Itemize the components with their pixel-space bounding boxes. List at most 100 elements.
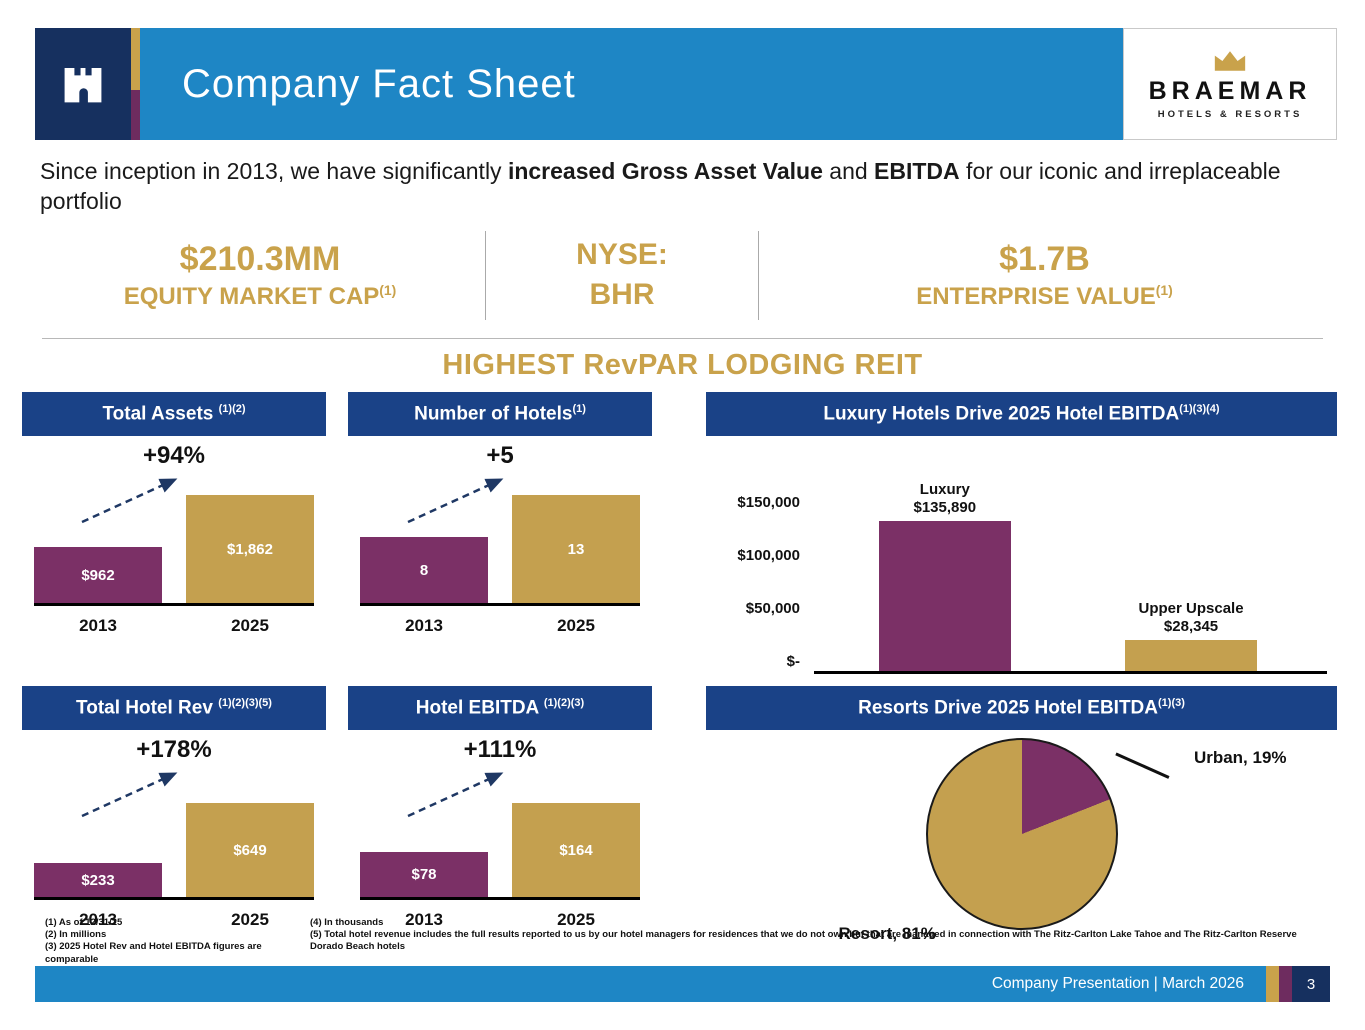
x-label-2013: 2013	[405, 616, 443, 636]
bar-2013: $78	[360, 852, 488, 898]
enterprise-value-label: ENTERPRISE VALUE(1)	[759, 281, 1330, 312]
footnote-2: (2) In millions	[45, 928, 107, 940]
luxury-plot-area: Luxury $135,890 Upper Upscale $28,345	[814, 442, 1327, 675]
x-label-2013: 2013	[79, 616, 117, 636]
intro-part1: Since inception in 2013, we have signifi…	[40, 158, 508, 184]
bars-row: $962 $1,862	[34, 495, 314, 607]
section-title: HIGHEST RevPAR LODGING REIT	[442, 348, 923, 381]
stat-divider	[485, 230, 486, 320]
title-text: Luxury Hotels Drive 2025 Hotel EBITDA	[823, 403, 1180, 425]
y-axis-ticks: $150,000 $100,000 $50,000 $-	[714, 494, 800, 670]
title-text: Total Hotel Rev	[76, 697, 219, 719]
bar-2013: $233	[34, 863, 162, 898]
stat-nyse-ticker: NYSE: BHR	[486, 227, 758, 324]
bar-luxury	[878, 521, 1011, 672]
header-title-area: Company Fact Sheet	[140, 28, 1123, 140]
equity-market-cap-value: $210.3MM	[179, 240, 341, 279]
number-of-hotels-plot: +5 8 13 2013 2025	[348, 436, 652, 638]
category-value: $28,345	[1163, 618, 1219, 636]
x-axis-labels: 2013 2025	[34, 616, 314, 636]
braemar-logo: BRAEMAR HOTELS & RESORTS	[1123, 28, 1337, 140]
bar-label-upper-upscale: Upper Upscale $28,345	[1139, 600, 1244, 638]
footnote-4: (4) In thousands	[310, 916, 384, 928]
equity-label-sup: (1)	[379, 281, 397, 298]
crown-icon	[1214, 51, 1246, 71]
chart-hotel-ebitda: Hotel EBITDA (1)(2)(3) +111% $78 $164 20…	[348, 686, 652, 932]
intro-part3: for our iconic and irreplaceable portfol…	[40, 158, 1281, 215]
bar-2013: 8	[360, 537, 488, 604]
footer-gold-stripe	[1266, 966, 1279, 1002]
charts-grid: Total Assets (1)(2) +94% $962 $1,862 201…	[22, 391, 1337, 961]
intro-text: Since inception in 2013, we have signifi…	[40, 156, 1327, 217]
chart-number-of-hotels-title: Number of Hotels(1)	[348, 391, 652, 437]
urban-slice-label: Urban, 19%	[1193, 748, 1287, 768]
y-tick: $50,000	[745, 600, 800, 618]
title-text: Number of Hotels	[414, 403, 573, 425]
stat-equity-market-cap: $210.3MM EQUITY MARKET CAP(1)	[35, 227, 485, 324]
x-axis-labels: 2013 2025	[360, 616, 640, 636]
bar-upper-upscale	[1125, 640, 1258, 672]
bar-group-luxury: Luxury $135,890	[876, 481, 1015, 672]
footnote-3: (3) 2025 Hotel Rev and Hotel EBITDA figu…	[45, 941, 262, 965]
chart-luxury-ebitda: Luxury Hotels Drive 2025 Hotel EBITDA(1)…	[706, 391, 1337, 675]
bar-2025: $649	[186, 803, 314, 898]
bar-value-label: $649	[233, 841, 267, 859]
title-sup: (1)	[572, 402, 586, 415]
footer-text: Company Presentation | March 2026	[991, 975, 1244, 992]
nyse-line2: BHR	[589, 278, 655, 312]
bar-2013: $962	[34, 547, 162, 604]
resort-slice-label: Resort, 81%	[838, 924, 936, 944]
intro-bold1: increased Gross Asset Value	[507, 158, 823, 184]
header-bar: Company Fact Sheet BRAEMAR HOTELS & RESO…	[35, 28, 1337, 140]
chart-total-hotel-rev-title: Total Hotel Rev (1)(2)(3)(5)	[22, 686, 326, 731]
nyse-line1: NYSE:	[576, 237, 668, 271]
growth-annotation: +111%	[463, 736, 537, 764]
chart-number-of-hotels: Number of Hotels(1) +5 8 13 2013 2025	[348, 391, 652, 638]
enterprise-value: $1.7B	[999, 240, 1090, 279]
bar-value-label: $1,862	[227, 540, 273, 558]
pie-chart	[925, 738, 1118, 931]
growth-annotation: +94%	[142, 442, 206, 470]
page-number: 3	[1292, 966, 1330, 1002]
bars-row: $233 $649	[34, 803, 314, 901]
x-label-2013: 2013	[79, 910, 117, 930]
y-tick: $150,000	[737, 494, 800, 512]
x-label-2025: 2025	[557, 616, 595, 636]
page-title: Company Fact Sheet	[182, 61, 576, 106]
footnotes-column-2: (4) In thousands (5) Total hotel revenue…	[310, 917, 1325, 966]
brand-name: BRAEMAR	[1148, 77, 1312, 105]
bar-label-luxury: Luxury $135,890	[914, 481, 977, 519]
hotel-ebitda-plot: +111% $78 $164 2013 2025	[348, 730, 652, 932]
stat-enterprise-value: $1.7B ENTERPRISE VALUE(1)	[759, 227, 1330, 324]
footnote-1: (1) As of 12/31/25	[45, 916, 123, 928]
equity-market-cap-label: EQUITY MARKET CAP(1)	[35, 281, 485, 312]
y-tick: $100,000	[737, 547, 800, 565]
bar-2025: $1,862	[186, 495, 314, 604]
key-stats: $210.3MM EQUITY MARKET CAP(1) NYSE: BHR …	[35, 227, 1330, 324]
intro-bold2: EBITDA	[874, 158, 960, 184]
footnote-5: (5) Total hotel revenue includes the ful…	[310, 928, 1297, 953]
company-logo-box	[35, 28, 131, 140]
bar-value-label: $233	[81, 871, 115, 889]
category-name: Luxury	[919, 480, 970, 498]
growth-annotation: +178%	[136, 736, 212, 764]
bars-row: $78 $164	[360, 803, 640, 901]
x-label-2025: 2025	[231, 616, 269, 636]
total-hotel-rev-plot: +178% $233 $649 2013 2025	[22, 730, 326, 932]
title-text: Resorts Drive 2025 Hotel EBITDA	[858, 697, 1158, 719]
growth-arrow-icon	[81, 772, 178, 818]
bar-value-label: $962	[81, 566, 115, 584]
horizontal-divider	[42, 337, 1323, 339]
equity-label-text: EQUITY MARKET CAP	[123, 282, 380, 310]
resorts-pie-plot: Urban, 19% Resort, 81%	[706, 730, 1337, 960]
stat-divider	[758, 230, 759, 320]
footer-purple-stripe	[1279, 966, 1292, 1002]
chart-total-hotel-rev: Total Hotel Rev (1)(2)(3)(5) +178% $233 …	[22, 686, 326, 932]
bar-value-label: 8	[419, 561, 429, 579]
x-axis-labels: 2013 2025	[360, 910, 640, 930]
growth-annotation: +5	[486, 442, 514, 470]
growth-arrow-icon	[407, 772, 504, 818]
title-sup: (1)(2)(3)	[543, 697, 585, 710]
category-name: Upper Upscale	[1138, 599, 1244, 617]
